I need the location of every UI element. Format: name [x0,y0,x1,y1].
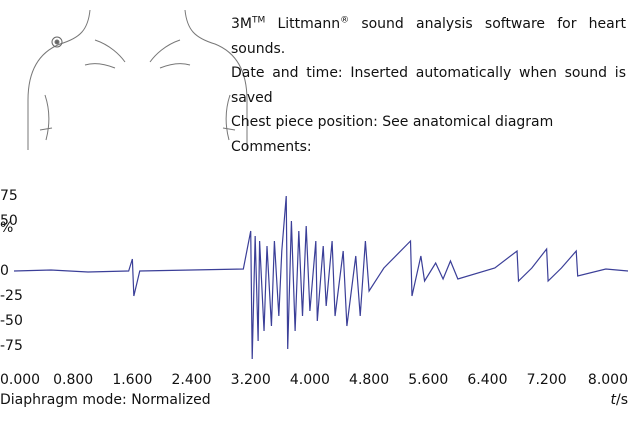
waveform [13,195,629,360]
footer: Diaphragm mode: Normalized [0,392,211,408]
x-tick-label: 0.800 [53,372,93,388]
y-tick-label: 0 [0,263,9,279]
y-tick-label: 50 [0,213,18,229]
text: sound analysis software for heart sounds… [231,16,626,57]
y-tick-label: 75 [0,188,18,204]
x-tick-label: 4.800 [349,372,389,388]
x-tick-label: 7.200 [527,372,567,388]
info-line: Chest piece position: See anatomical dia… [231,114,554,130]
superscript: TM [252,15,266,26]
superscript: ® [340,15,350,26]
y-tick-label: -75 [0,338,23,354]
x-axis-label-var: t [610,392,616,408]
x-axis-label-unit: /s [616,392,628,408]
x-tick-label: 1.600 [112,372,152,388]
x-tick-label: 6.400 [467,372,507,388]
info-line: 3MTM Littmann® sound analysis software f… [231,12,626,61]
x-tick-label: 0.000 [0,372,40,388]
anatomical-diagram [27,9,248,150]
x-tick-label: 2.400 [171,372,211,388]
info-line: Date and time: Inserted automatically wh… [231,65,626,106]
x-tick-label: 3.200 [231,372,271,388]
x-tick-label: 4.000 [290,372,330,388]
y-tick-label: -25 [0,288,23,304]
x-axis-label: t/s [610,392,628,408]
text: Littmann [265,16,341,32]
x-tick-label: 5.600 [408,372,448,388]
info-text: 3MTM Littmann® sound analysis software f… [231,12,626,159]
y-axis-label: % [0,220,13,236]
y-tick-label: -50 [0,313,23,329]
text: 3M [231,16,252,32]
info-line: Comments: [231,138,312,155]
x-tick-label: 8.000 [588,372,628,388]
